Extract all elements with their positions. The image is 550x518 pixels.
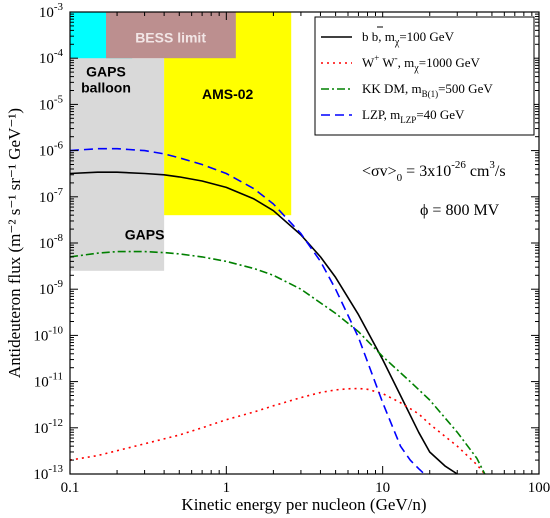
bess-limit-region (106, 12, 236, 59)
legend-label-4: LZP, mLZP=40 GeV (362, 107, 465, 125)
y-tick-label: 10-8 (39, 232, 64, 252)
series-line-3 (70, 250, 486, 474)
y-tick-label: 10-5 (39, 93, 64, 113)
legend-label-2: W+ W-, mχ=1000 GeV (362, 53, 480, 74)
axis-tick-labels: 0.1 1 10 100 10-13 10-12 10-11 10-10 10-9 10-8 10-… (33, 1, 550, 496)
y-tick-label: 10-3 (39, 1, 64, 21)
series-line-2 (70, 387, 486, 474)
bess-limit-label: BESS limit (135, 29, 206, 45)
annotations: <σv>0 = 3x10-26 cm3/s ϕ = 800 MV (362, 159, 506, 219)
gaps-balloon-label: balloon (81, 80, 131, 96)
legend: b b, mχ=100 GeV W+ W-, mχ=1000 GeV KK DM, … (314, 16, 535, 136)
legend-label-1: b b, mχ=100 GeV (362, 29, 455, 48)
y-axis-title: Antideuteron flux (m⁻² s⁻¹ sr⁻¹ GeV⁻¹) (5, 108, 24, 378)
gaps-region (70, 58, 165, 271)
x-tick-label: 1 (223, 480, 231, 496)
y-tick-label: 10-9 (39, 278, 64, 298)
gaps-balloon-label: GAPS (86, 64, 126, 80)
x-axis-title: Kinetic energy per nucleon (GeV/n) (181, 495, 426, 514)
cross-section-annotation: <σv>0 = 3x10-26 cm3/s (362, 159, 506, 184)
phi-annotation: ϕ = 800 MV (420, 202, 500, 219)
series-line-4 (70, 147, 425, 474)
x-tick-label: 10 (375, 480, 390, 496)
y-tick-label: 10-11 (34, 371, 63, 391)
y-tick-label: 10-4 (39, 47, 64, 67)
y-tick-label: 10-10 (33, 324, 63, 344)
y-tick-label: 10-6 (39, 140, 64, 160)
ams-02-label: AMS-02 (202, 86, 254, 102)
y-tick-label: 10-13 (33, 463, 63, 483)
y-tick-label: 10-12 (33, 417, 63, 437)
axis-ticks (69, 11, 540, 475)
flux-curves (70, 147, 486, 474)
legend-label-3: KK DM, mB(1)=500 GeV (362, 81, 493, 99)
series-line-1 (70, 171, 458, 474)
x-tick-label: 100 (528, 480, 550, 496)
y-tick-label: 10-7 (39, 186, 64, 206)
x-tick-label: 0.1 (61, 480, 80, 496)
experiment-sensitivity-regions (70, 12, 292, 271)
gaps-label: GAPS (125, 226, 165, 242)
